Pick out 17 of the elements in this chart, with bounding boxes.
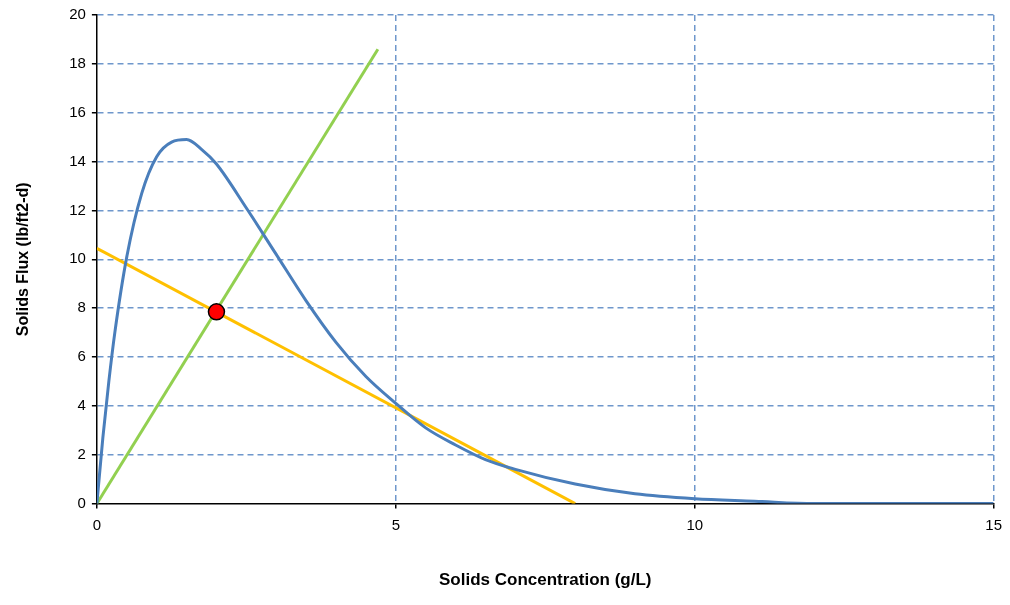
x-tick-label: 10: [686, 515, 704, 533]
y-tick-label: 20: [69, 5, 86, 23]
x-tick-label: 5: [391, 515, 400, 533]
y-tick-label: 0: [77, 493, 86, 511]
y-tick-label: 6: [77, 347, 86, 365]
y-tick-label: 4: [77, 396, 86, 414]
y-tick-label: 2: [77, 444, 86, 462]
y-axis-title: Solids Flux (lb/ft2-d): [14, 182, 32, 337]
x-tick-label: 0: [92, 515, 102, 533]
y-tick-label: 10: [69, 249, 86, 267]
y-tick-label: 16: [69, 102, 86, 120]
y-tick-label: 14: [69, 151, 86, 169]
x-axis-title: Solids Concentration (g/L): [439, 570, 652, 590]
x-tick-label: 15: [985, 515, 1002, 533]
y-tick-label: 8: [77, 298, 86, 316]
y-tick-label: 18: [69, 54, 86, 71]
y-tick-label: 12: [69, 200, 86, 218]
